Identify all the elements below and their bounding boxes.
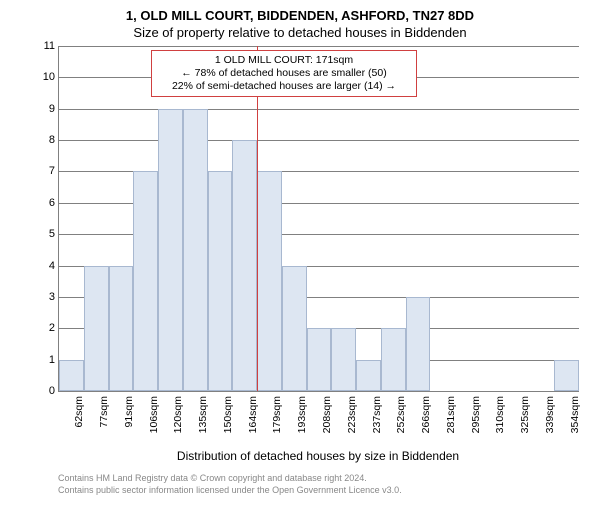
histogram-bar (109, 266, 134, 391)
x-tick-label: 62sqm (73, 396, 85, 456)
x-tick-label: 325sqm (519, 396, 531, 456)
histogram-bar (356, 360, 381, 391)
x-tick-label: 339sqm (544, 396, 556, 456)
annotation-line: 1 OLD MILL COURT: 171sqm (158, 54, 410, 67)
credit-line-2: Contains public sector information licen… (58, 485, 600, 497)
y-tick-label: 3 (35, 292, 55, 303)
x-tick-label: 295sqm (470, 396, 482, 456)
y-tick-label: 4 (35, 261, 55, 272)
x-tick-label: 77sqm (98, 396, 110, 456)
histogram-bar (307, 328, 332, 391)
x-tick-label: 208sqm (321, 396, 333, 456)
x-tick-label: 252sqm (395, 396, 407, 456)
x-tick-label: 310sqm (494, 396, 506, 456)
y-tick-label: 9 (35, 104, 55, 115)
x-tick-label: 120sqm (172, 396, 184, 456)
credits: Contains HM Land Registry data © Crown c… (58, 473, 600, 496)
y-tick-label: 8 (35, 135, 55, 146)
y-tick-label: 6 (35, 198, 55, 209)
annotation-line: 22% of semi-detached houses are larger (… (158, 80, 410, 93)
histogram-bar (554, 360, 579, 391)
gridline (59, 46, 579, 47)
histogram-bar (59, 360, 84, 391)
histogram-bar (183, 109, 208, 391)
y-tick-label: 11 (35, 41, 55, 52)
histogram-bar (381, 328, 406, 391)
gridline (59, 140, 579, 141)
histogram-bar (232, 140, 257, 391)
x-tick-label: 193sqm (296, 396, 308, 456)
histogram-bar (282, 266, 307, 391)
x-tick-label: 106sqm (148, 396, 160, 456)
chart-area: Number of detached properties 0123456789… (58, 46, 578, 391)
x-tick-label: 179sqm (271, 396, 283, 456)
histogram-bar (158, 109, 183, 391)
y-tick-label: 1 (35, 355, 55, 366)
histogram-bar (208, 171, 233, 391)
annotation-box: 1 OLD MILL COURT: 171sqm← 78% of detache… (151, 50, 417, 97)
x-tick-label: 354sqm (569, 396, 581, 456)
x-tick-label: 237sqm (371, 396, 383, 456)
plot-region: 0123456789101162sqm77sqm91sqm106sqm120sq… (58, 46, 579, 392)
credit-line-1: Contains HM Land Registry data © Crown c… (58, 473, 600, 485)
histogram-bar (257, 171, 282, 391)
histogram-bar (406, 297, 431, 391)
y-tick-label: 10 (35, 72, 55, 83)
x-tick-label: 266sqm (420, 396, 432, 456)
histogram-bar (331, 328, 356, 391)
x-tick-label: 150sqm (222, 396, 234, 456)
histogram-bar (133, 171, 158, 391)
x-tick-label: 135sqm (197, 396, 209, 456)
x-tick-label: 281sqm (445, 396, 457, 456)
gridline (59, 109, 579, 110)
chart-subtitle: Size of property relative to detached ho… (0, 25, 600, 40)
y-tick-label: 0 (35, 386, 55, 397)
reference-line (257, 46, 258, 391)
x-tick-label: 91sqm (123, 396, 135, 456)
y-tick-label: 7 (35, 166, 55, 177)
histogram-bar (84, 266, 109, 391)
x-tick-label: 164sqm (247, 396, 259, 456)
chart-title: 1, OLD MILL COURT, BIDDENDEN, ASHFORD, T… (0, 8, 600, 23)
x-tick-label: 223sqm (346, 396, 358, 456)
annotation-line: ← 78% of detached houses are smaller (50… (158, 67, 410, 80)
y-tick-label: 2 (35, 323, 55, 334)
y-tick-label: 5 (35, 229, 55, 240)
